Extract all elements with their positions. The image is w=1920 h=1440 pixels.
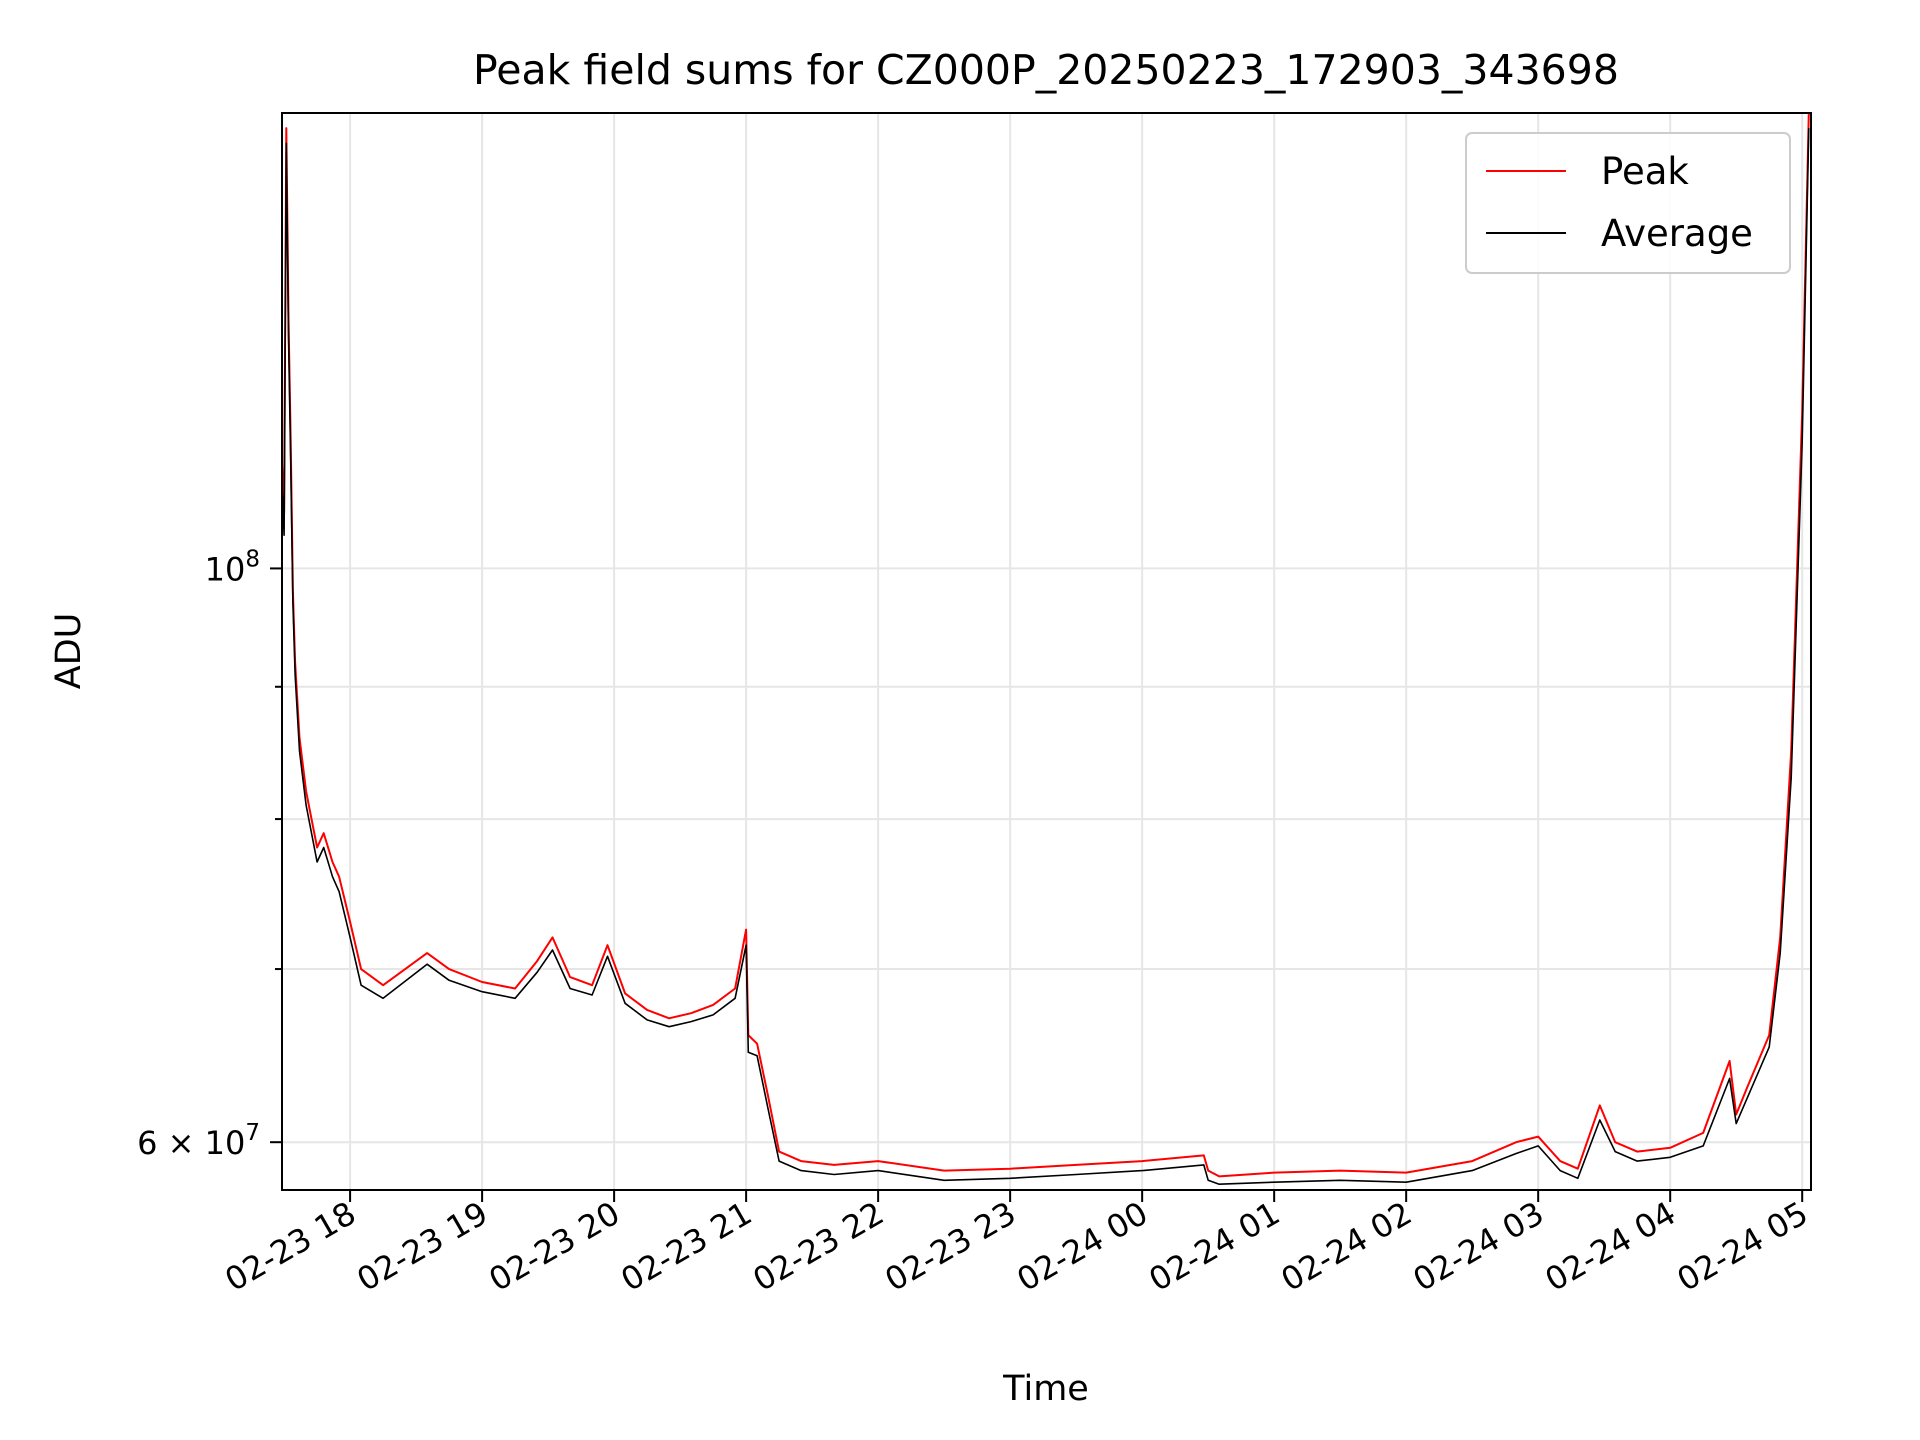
legend-label-average: Average bbox=[1601, 212, 1753, 255]
legend: Peak Average bbox=[1465, 132, 1791, 274]
legend-box bbox=[1465, 132, 1791, 274]
y-tick-label: 6 × 107 bbox=[137, 1120, 260, 1162]
grid bbox=[282, 113, 1811, 1190]
y-axis-label: ADU bbox=[49, 613, 89, 690]
series-line-average bbox=[282, 128, 1810, 1185]
series-layer bbox=[282, 113, 1810, 1185]
series-line-peak bbox=[282, 113, 1810, 1178]
plot-area bbox=[281, 112, 1812, 1191]
plot-background bbox=[282, 113, 1811, 1190]
x-axis-label: Time bbox=[1002, 1369, 1089, 1409]
legend-label-peak: Peak bbox=[1601, 150, 1689, 193]
chart-title: Peak field sums for CZ000P_20250223_1729… bbox=[473, 46, 1619, 94]
plot-frame bbox=[281, 112, 1812, 1191]
